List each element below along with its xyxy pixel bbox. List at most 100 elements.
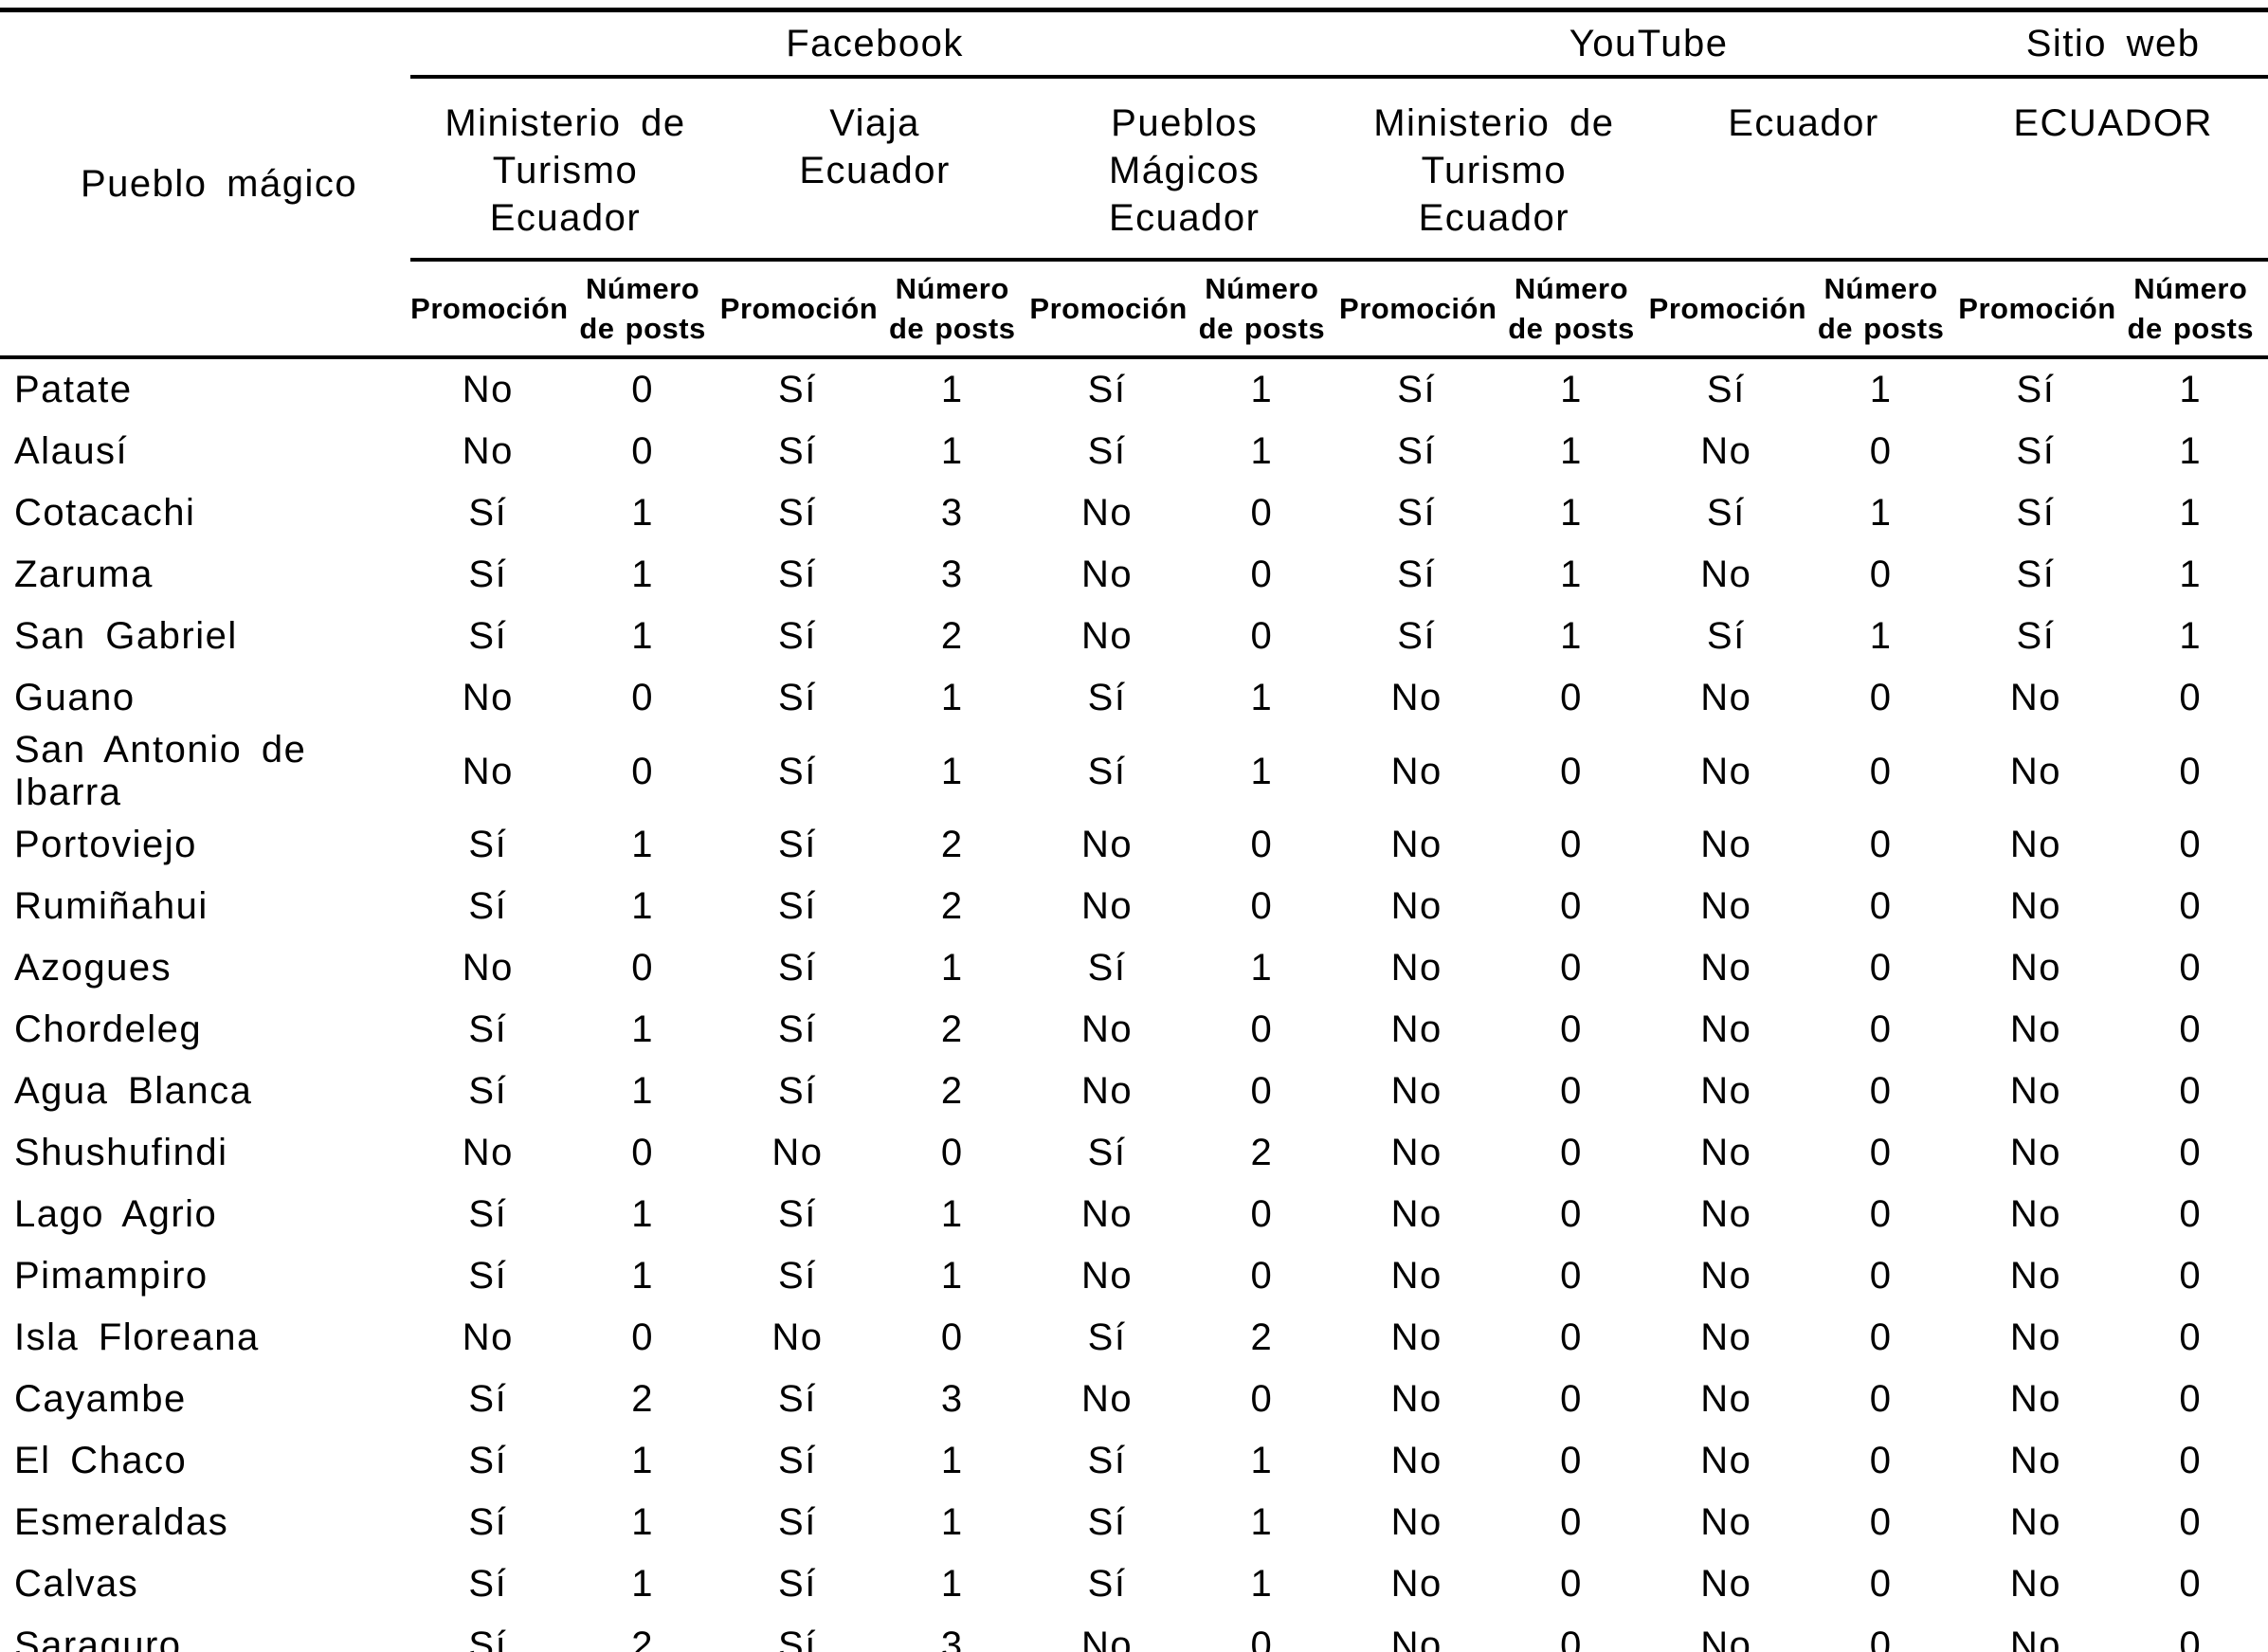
promotion-value-cell: No — [1390, 1193, 1442, 1235]
account-header-fb-pueblos-magicos: Pueblos Mágicos Ecuador — [1029, 77, 1340, 262]
table-row: Isla Floreana No 0 No 0 Sí 2 No 0 No 0 No 0 — [0, 1307, 2268, 1369]
promotion-value-cell: No — [1700, 1255, 1752, 1297]
posts-count-cell: 1 — [631, 1255, 654, 1297]
posts-count-cell: 0 — [1560, 1625, 1583, 1652]
town-name-cell: Patate — [14, 369, 133, 410]
promotion-table: Pueblo mágico Facebook YouTube Sitio web… — [0, 8, 2268, 1652]
posts-count-cell: 0 — [1869, 1625, 1893, 1652]
posts-count-cell: 0 — [2179, 1378, 2203, 1420]
town-name-cell: Cotacachi — [14, 492, 196, 534]
posts-count-cell: 1 — [2179, 369, 2203, 410]
promotion-value-cell: No — [2009, 1625, 2061, 1652]
posts-count-cell: 0 — [1560, 1255, 1583, 1297]
promotion-value-cell: Sí — [1706, 615, 1746, 657]
promotion-value-cell: Sí — [778, 1501, 817, 1543]
promotion-value-cell: No — [2009, 1378, 2061, 1420]
promotion-value-cell: No — [1700, 1440, 1752, 1481]
account-header-fb-ministerio-turismo: Ministerio de Turismo Ecuador — [410, 77, 720, 262]
table-row: Esmeraldas Sí 1 Sí 1 Sí 1 No 0 No 0 No 0 — [0, 1492, 2268, 1553]
posts-count-cell: 0 — [1869, 554, 1893, 595]
promotion-value-cell: No — [1080, 1070, 1134, 1112]
posts-count-cell: 1 — [631, 1563, 654, 1605]
promotion-value-cell: No — [2009, 750, 2061, 792]
posts-count-cell: 1 — [2179, 430, 2203, 472]
promotion-value-cell: No — [1700, 1563, 1752, 1605]
posts-count-cell: 0 — [940, 1316, 964, 1358]
promotion-value-cell: Sí — [468, 885, 508, 927]
promotion-value-cell: Sí — [1087, 1316, 1127, 1358]
promotion-value-cell: No — [1700, 430, 1752, 472]
posts-count-cell: 2 — [631, 1625, 654, 1652]
promotion-value-cell: No — [1700, 1132, 1752, 1173]
posts-count-cell: 1 — [631, 1193, 654, 1235]
posts-count-cell: 2 — [940, 885, 964, 927]
promotion-value-cell: No — [1080, 1255, 1134, 1297]
posts-count-cell: 1 — [1250, 430, 1274, 472]
posts-count-cell: 0 — [1250, 615, 1274, 657]
promotion-value-cell: No — [1080, 615, 1134, 657]
promotion-value-cell: Sí — [468, 554, 508, 595]
posts-count-cell: 1 — [940, 1440, 964, 1481]
account-header-row: Ministerio de Turismo Ecuador Viaja Ecua… — [0, 77, 2268, 262]
town-name-cell: Shushufindi — [14, 1132, 228, 1173]
promotion-value-cell: Sí — [468, 1501, 508, 1543]
table-row: Alausí No 0 Sí 1 Sí 1 Sí 1 No 0 Sí 1 — [0, 421, 2268, 482]
promotion-value-cell: No — [1700, 947, 1752, 989]
promotion-value-cell: Sí — [1397, 554, 1437, 595]
posts-count-cell: 0 — [1560, 885, 1583, 927]
metric-posts-line2: de posts — [889, 311, 1016, 345]
posts-count-cell: 0 — [2179, 1008, 2203, 1050]
promotion-value-cell: No — [2009, 1563, 2061, 1605]
posts-count-cell: 1 — [1250, 750, 1274, 792]
promotion-value-cell: No — [2009, 1193, 2061, 1235]
town-name-cell: Chordeleg — [14, 1008, 203, 1050]
promotion-value-cell: Sí — [778, 824, 817, 865]
posts-count-cell: 0 — [2179, 1440, 2203, 1481]
metric-posts-line2: de posts — [1817, 311, 1945, 345]
posts-count-cell: 0 — [1869, 1193, 1893, 1235]
promotion-value-cell: No — [1390, 677, 1442, 718]
promotion-value-cell: Sí — [2016, 430, 2056, 472]
posts-count-cell: 0 — [2179, 947, 2203, 989]
table-row: Saraguro Sí 2 Sí 3 No 0 No 0 No 0 No 0 — [0, 1615, 2268, 1652]
town-name-cell: El Chaco — [14, 1440, 188, 1481]
promotion-value-cell: Sí — [778, 369, 817, 410]
promotion-value-cell: No — [2009, 1501, 2061, 1543]
promotion-value-cell: No — [1390, 1440, 1442, 1481]
metric-header-numero-posts: Número de posts — [2114, 260, 2268, 357]
promotion-value-cell: Sí — [2016, 615, 2056, 657]
posts-count-cell: 0 — [1869, 1563, 1893, 1605]
promotion-value-cell: No — [1390, 947, 1442, 989]
posts-count-cell: 1 — [1560, 430, 1583, 472]
posts-count-cell: 0 — [631, 1316, 654, 1358]
promotion-value-cell: No — [1080, 1625, 1134, 1652]
promotion-value-cell: No — [771, 1316, 824, 1358]
table-row: Chordeleg Sí 1 Sí 2 No 0 No 0 No 0 No 0 — [0, 999, 2268, 1061]
posts-count-cell: 0 — [1869, 885, 1893, 927]
town-name-cell: Lago Agrio — [14, 1193, 218, 1235]
promotion-value-cell: Sí — [1087, 1501, 1127, 1543]
posts-count-cell: 0 — [1560, 1563, 1583, 1605]
promotion-value-cell: Sí — [468, 615, 508, 657]
promotion-value-cell: No — [2009, 1255, 2061, 1297]
promotion-value-cell: No — [1080, 885, 1134, 927]
posts-count-cell: 2 — [631, 1378, 654, 1420]
posts-count-cell: 0 — [1560, 1070, 1583, 1112]
account-header-yt-ministerio-turismo: Ministerio de Turismo Ecuador — [1339, 77, 1649, 262]
platform-header-youtube: YouTube — [1339, 9, 1959, 79]
promotion-value-cell: Sí — [1397, 369, 1437, 410]
promotion-value-cell: Sí — [778, 1563, 817, 1605]
promotion-value-cell: No — [462, 369, 514, 410]
promotion-value-cell: Sí — [468, 1008, 508, 1050]
platform-header-facebook: Facebook — [410, 9, 1340, 79]
town-name-cell: Calvas — [14, 1563, 139, 1605]
promotion-value-cell: No — [2009, 1008, 2061, 1050]
posts-count-cell: 0 — [1869, 1070, 1893, 1112]
promotion-value-cell: No — [1700, 1501, 1752, 1543]
posts-count-cell: 0 — [1250, 824, 1274, 865]
promotion-value-cell: Sí — [778, 1625, 817, 1652]
posts-count-cell: 0 — [631, 947, 654, 989]
promotion-value-cell: No — [462, 947, 514, 989]
posts-count-cell: 2 — [940, 615, 964, 657]
promotion-value-cell: No — [771, 1132, 824, 1173]
